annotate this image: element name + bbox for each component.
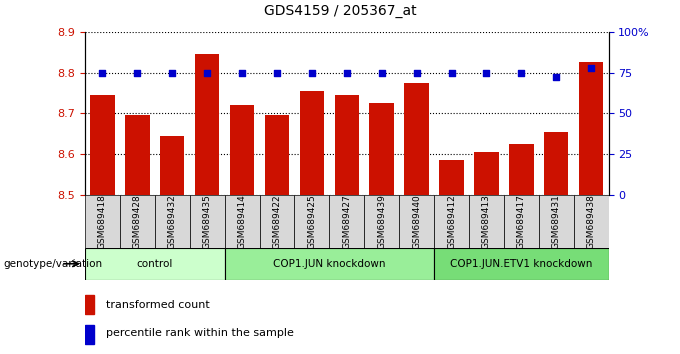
Text: GSM689435: GSM689435 (203, 194, 211, 249)
Text: GDS4159 / 205367_at: GDS4159 / 205367_at (264, 4, 416, 18)
Bar (224, 248, 434, 280)
Bar (434, 248, 609, 280)
Bar (85, 195, 120, 248)
Bar (190, 195, 224, 248)
Bar (224, 195, 260, 248)
Bar (574, 195, 609, 248)
Point (446, 70, 457, 75)
Point (271, 70, 282, 75)
Bar (399, 195, 434, 248)
Bar (539, 195, 574, 248)
Bar (90, 95, 115, 195)
Text: GSM689432: GSM689432 (168, 194, 177, 249)
Point (551, 75, 562, 80)
Bar (504, 195, 539, 248)
Bar (434, 195, 469, 248)
Bar (579, 62, 603, 195)
Bar (120, 195, 155, 248)
Bar (265, 115, 289, 195)
Bar (125, 115, 150, 195)
Text: GSM689417: GSM689417 (517, 194, 526, 249)
Bar (509, 144, 534, 195)
Bar (364, 195, 399, 248)
Point (516, 70, 527, 75)
Text: GSM689438: GSM689438 (587, 194, 596, 249)
Bar (474, 152, 498, 195)
Bar (439, 160, 464, 195)
Bar (85, 325, 95, 344)
Text: percentile rank within the sample: percentile rank within the sample (106, 328, 294, 338)
Point (132, 70, 143, 75)
Text: transformed count: transformed count (106, 299, 209, 310)
Bar (160, 136, 184, 195)
Bar (230, 105, 254, 195)
Text: COP1.JUN knockdown: COP1.JUN knockdown (273, 259, 386, 269)
Bar (260, 195, 294, 248)
Text: GSM689412: GSM689412 (447, 194, 456, 249)
Bar (329, 195, 364, 248)
Point (167, 70, 177, 75)
Point (307, 70, 318, 75)
Bar (544, 132, 568, 195)
Text: GSM689425: GSM689425 (307, 194, 316, 249)
Text: GSM689427: GSM689427 (342, 194, 352, 249)
Text: control: control (137, 259, 173, 269)
Point (202, 70, 213, 75)
Bar (405, 83, 429, 195)
Bar (85, 248, 224, 280)
Point (481, 70, 492, 75)
Text: GSM689414: GSM689414 (237, 194, 247, 249)
Bar (294, 195, 329, 248)
Bar (335, 95, 359, 195)
Text: GSM689422: GSM689422 (273, 194, 282, 249)
Point (97, 70, 108, 75)
Point (411, 70, 422, 75)
Bar (155, 195, 190, 248)
Text: genotype/variation: genotype/variation (3, 259, 103, 269)
Bar (369, 103, 394, 195)
Text: GSM689413: GSM689413 (482, 194, 491, 249)
Bar (195, 54, 220, 195)
Text: GSM689418: GSM689418 (98, 194, 107, 249)
Text: GSM689439: GSM689439 (377, 194, 386, 249)
Bar (469, 195, 504, 248)
Text: GSM689431: GSM689431 (551, 194, 561, 249)
Text: COP1.JUN.ETV1 knockdown: COP1.JUN.ETV1 knockdown (450, 259, 592, 269)
Text: GSM689428: GSM689428 (133, 194, 142, 249)
Point (585, 65, 596, 70)
Bar (85, 295, 95, 314)
Point (237, 70, 248, 75)
Text: GSM689440: GSM689440 (412, 194, 421, 249)
Point (376, 70, 387, 75)
Bar (300, 91, 324, 195)
Point (341, 70, 352, 75)
